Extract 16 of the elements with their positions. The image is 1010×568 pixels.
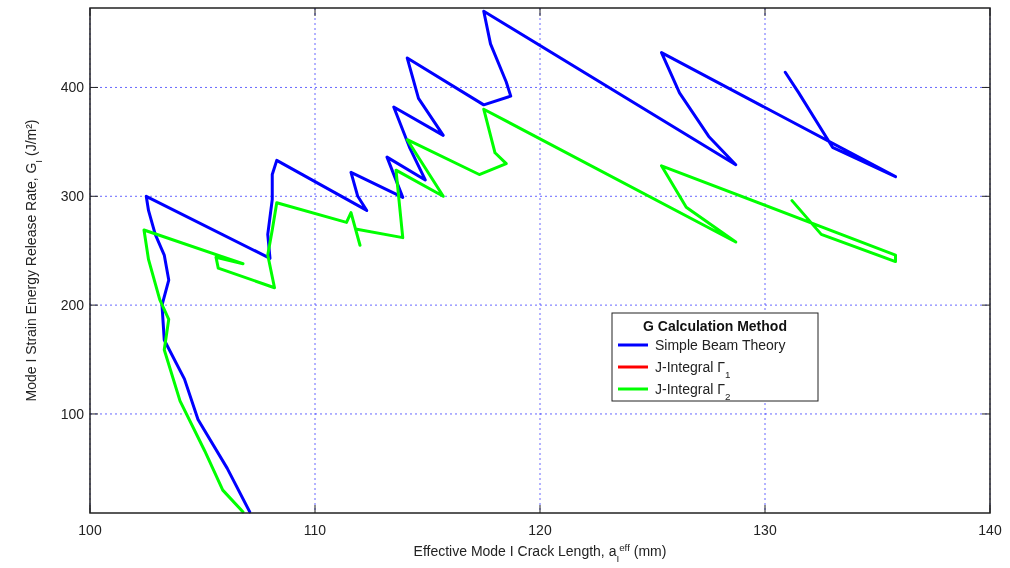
legend-label: J-Integral Γ$_{2}$ <box>655 381 731 402</box>
x-tick-label: 110 <box>303 522 327 538</box>
y-tick-label: 100 <box>60 405 85 422</box>
x-tick-label: 140 <box>978 522 1002 538</box>
legend-title: G Calculation Method <box>643 318 787 334</box>
x-tick-label: 120 <box>528 522 552 538</box>
y-tick-label: 400 <box>60 79 85 96</box>
y-tick-label: 200 <box>60 297 85 314</box>
x-tick-label: 100 <box>78 522 102 538</box>
x-tick-label: 130 <box>753 522 777 538</box>
line-series <box>142 107 897 514</box>
x-axis-title: Effective Mode I Crack Length, a$_{I}$$^{eff}$ (mm) <box>413 541 667 564</box>
y-tick-label: 300 <box>60 188 85 205</box>
legend-label: Simple Beam Theory <box>655 337 786 353</box>
legend-label: J-Integral Γ$_{1}$ <box>655 359 731 380</box>
line-series <box>144 9 897 514</box>
